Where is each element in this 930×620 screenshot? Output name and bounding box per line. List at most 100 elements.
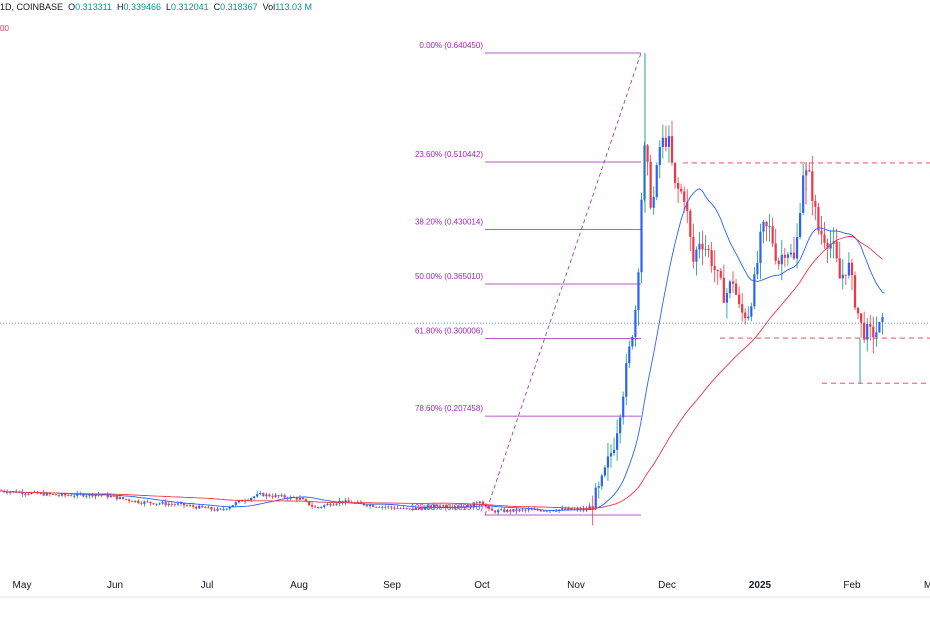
x-tick-label: Aug — [290, 580, 308, 591]
x-tick-label: Jun — [107, 580, 123, 591]
candle-body — [814, 200, 817, 207]
candle-body — [780, 254, 783, 265]
candle-body — [128, 499, 131, 501]
candle-body — [396, 508, 399, 510]
candle-body — [487, 506, 491, 509]
candle-body — [256, 494, 259, 497]
candle-body — [207, 507, 210, 509]
candle-body — [545, 510, 549, 512]
candle-body — [741, 304, 744, 313]
interval-label: 1D — [0, 2, 12, 12]
open-value: 0.313311 — [75, 2, 112, 12]
candle-body — [698, 243, 701, 250]
candle-body — [631, 336, 634, 347]
candle-body — [707, 248, 710, 251]
candle-body — [478, 501, 481, 504]
candle-body — [774, 243, 777, 261]
candle-body — [567, 508, 570, 510]
candle-body — [658, 147, 661, 166]
candle-body — [878, 322, 881, 333]
candle-body — [378, 506, 381, 508]
candle-body — [866, 324, 869, 340]
candle-body — [399, 508, 402, 510]
x-tick-label: Dec — [658, 580, 676, 591]
candle-body — [844, 274, 847, 276]
candle-body — [51, 494, 54, 496]
candle-body — [179, 503, 183, 504]
candle-body — [777, 260, 780, 265]
candle-body — [341, 500, 344, 503]
ma-long-line — [0, 235, 883, 509]
fib-level-label: 50.00% (0.365010) — [415, 272, 483, 281]
candle-body — [869, 324, 872, 327]
candle-body — [881, 317, 884, 323]
candle-body — [393, 507, 396, 509]
candle-body — [268, 494, 271, 497]
candle-body — [655, 165, 658, 198]
candle-body — [680, 188, 683, 192]
candle-body — [274, 495, 277, 497]
candle-body — [512, 509, 515, 512]
candle-body — [576, 508, 579, 510]
candle-body — [530, 509, 533, 511]
candle-body — [646, 145, 649, 162]
candle-body — [164, 502, 167, 505]
candle-body — [423, 506, 427, 510]
candle-body — [835, 241, 838, 259]
candle-body — [713, 265, 716, 270]
candle-body — [509, 509, 512, 512]
candle-body — [603, 467, 606, 476]
candle-body — [860, 313, 863, 323]
candle-body — [524, 509, 527, 511]
candle-body — [731, 281, 735, 284]
candle-body — [710, 250, 713, 266]
candle-body — [311, 505, 314, 507]
candle-body — [143, 501, 146, 504]
candle-body — [317, 507, 320, 508]
candle-body — [628, 346, 631, 364]
volume-label: Vol — [262, 2, 276, 12]
candle-body — [115, 496, 118, 500]
candle-body — [600, 475, 603, 487]
fib-level-label: 78.60% (0.207458) — [415, 404, 483, 413]
candle-body — [155, 503, 158, 505]
candle-body — [140, 503, 143, 504]
candle-body — [466, 504, 469, 508]
candle-body — [219, 508, 222, 510]
fib-trend-line — [484, 52, 642, 516]
x-tick-label: Feb — [843, 580, 861, 591]
candle-body — [497, 510, 500, 513]
high-value: 0.339466 — [123, 2, 162, 12]
candle-body — [759, 231, 762, 264]
candle-body — [42, 492, 45, 496]
candle-body — [405, 507, 408, 509]
low-value: 0.312041 — [171, 2, 209, 12]
candle-body — [689, 210, 692, 237]
candle-body — [811, 171, 814, 201]
high-label: H — [116, 2, 124, 12]
candle-body — [390, 506, 393, 508]
candle-body — [500, 509, 503, 511]
candle-body — [76, 493, 79, 496]
candle-body — [829, 243, 832, 249]
candle-body — [295, 497, 298, 500]
candle-body — [161, 502, 164, 504]
candle-body — [375, 506, 378, 508]
candle-body — [347, 500, 350, 503]
candle-body — [661, 137, 664, 148]
candle-body — [622, 396, 625, 418]
candle-body — [6, 491, 9, 493]
candle-body — [243, 500, 247, 502]
candle-body — [823, 234, 826, 243]
candle-body — [429, 505, 433, 508]
candle-body — [716, 269, 719, 272]
fib-level-label: 38.20% (0.430014) — [415, 217, 483, 226]
candle-body — [210, 507, 213, 510]
candle-body — [747, 316, 750, 319]
fib-level-label: 61.80% (0.300006) — [415, 327, 483, 336]
candle-body — [783, 254, 786, 258]
candle-body — [561, 508, 564, 510]
candle-body — [234, 502, 237, 506]
candle-body — [460, 506, 463, 508]
